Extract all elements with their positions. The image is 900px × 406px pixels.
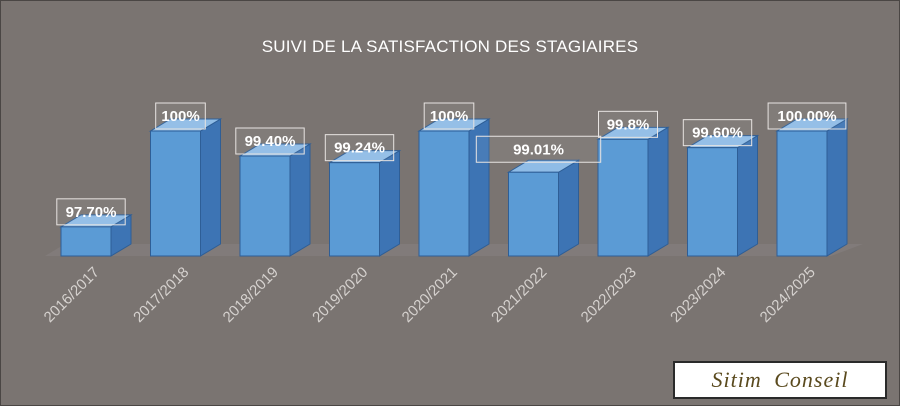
data-label: 99.40% bbox=[245, 133, 296, 150]
bar bbox=[508, 171, 559, 257]
bar-side bbox=[826, 118, 848, 257]
data-label-box bbox=[155, 102, 206, 130]
bar-side bbox=[200, 118, 221, 257]
x-tick-label: 2022/2023 bbox=[578, 264, 640, 326]
x-tick-label: 2023/2024 bbox=[667, 264, 729, 326]
bar bbox=[150, 130, 201, 257]
data-label: 99.60% bbox=[692, 125, 743, 142]
data-label-box bbox=[235, 127, 305, 155]
data-label-box bbox=[324, 134, 395, 162]
bar bbox=[597, 138, 649, 257]
bar-side bbox=[289, 143, 311, 257]
bar bbox=[687, 147, 738, 257]
brand-name: Sitim Conseil bbox=[711, 367, 849, 392]
bar bbox=[60, 226, 112, 257]
data-label: 97.70% bbox=[66, 204, 117, 221]
bar bbox=[776, 130, 828, 257]
x-tick-label: 2021/2022 bbox=[488, 264, 550, 326]
x-tick-label: 2019/2020 bbox=[309, 264, 371, 326]
data-label-box bbox=[598, 110, 658, 138]
data-label-box bbox=[56, 198, 126, 226]
data-label: 100% bbox=[161, 108, 199, 125]
data-label: 99.01% bbox=[513, 141, 564, 158]
x-tick-label: 2016/2017 bbox=[41, 264, 103, 326]
data-label-box bbox=[423, 102, 475, 130]
data-label-box bbox=[682, 119, 753, 147]
bar bbox=[239, 155, 291, 257]
data-label: 99.24% bbox=[334, 140, 385, 157]
bar bbox=[329, 162, 380, 257]
data-label-box bbox=[475, 135, 602, 163]
bar bbox=[418, 130, 470, 257]
bar-side bbox=[647, 126, 669, 257]
bar-side bbox=[737, 134, 758, 257]
bar-side bbox=[558, 159, 579, 257]
data-label: 100% bbox=[430, 108, 468, 125]
x-tick-label: 2020/2021 bbox=[399, 264, 461, 326]
data-label-box bbox=[767, 102, 847, 130]
data-label: 100.00% bbox=[777, 108, 836, 125]
data-label: 99.8% bbox=[607, 116, 650, 133]
x-tick-label: 2018/2019 bbox=[220, 264, 282, 326]
x-tick-label: 2017/2018 bbox=[130, 264, 192, 326]
chart-title: SUIVI DE LA SATISFACTION DES STAGIAIRES bbox=[261, 37, 639, 56]
brand-logo-box: Sitim Conseil bbox=[673, 361, 887, 399]
bar-side bbox=[379, 149, 400, 257]
x-tick-label: 2024/2025 bbox=[757, 264, 819, 326]
